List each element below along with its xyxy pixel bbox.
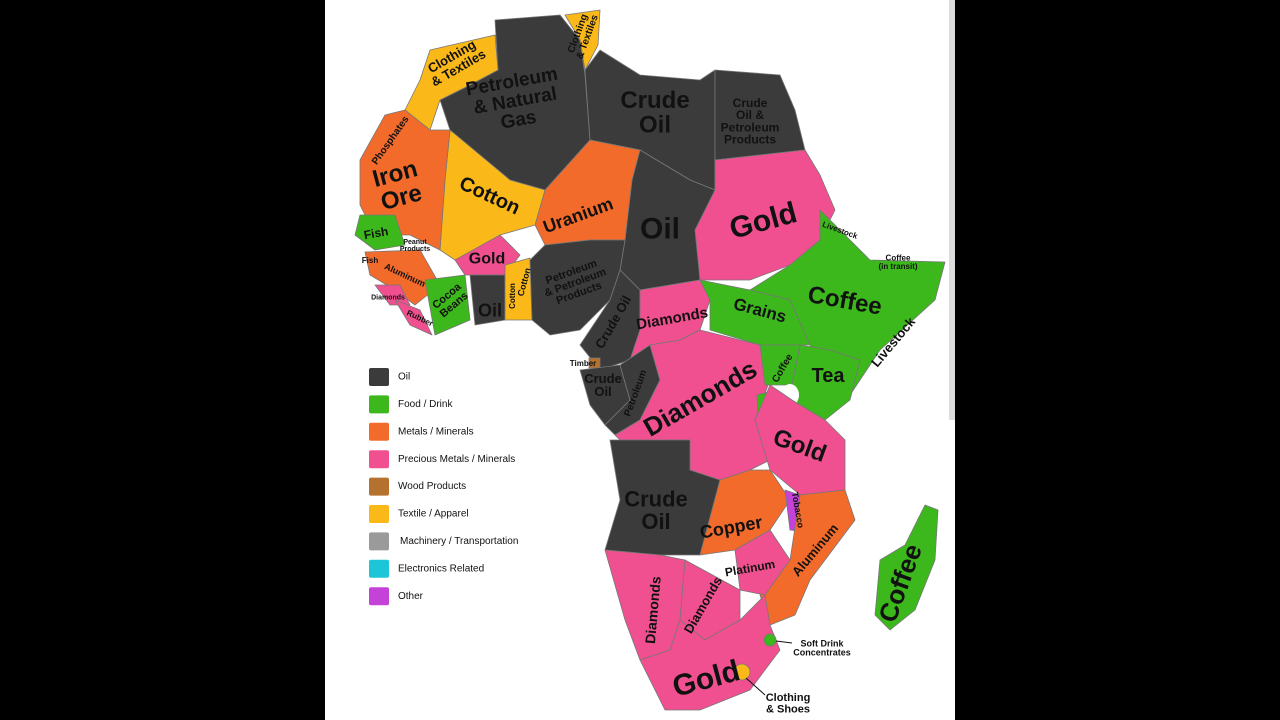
region-angola bbox=[604, 439, 721, 556]
label-line: Oil bbox=[641, 509, 670, 534]
legend-label: Other bbox=[398, 591, 424, 602]
region-label: Fish bbox=[362, 256, 379, 265]
legend-label: Precious Metals / Minerals bbox=[398, 454, 515, 465]
label-line: Oil bbox=[640, 213, 680, 246]
region-label: Clothing & Shoes bbox=[766, 692, 811, 715]
region-label: Diamonds bbox=[371, 294, 405, 301]
region-senegal bbox=[354, 214, 406, 251]
region-label: Oil bbox=[478, 300, 502, 320]
label-line: (in transit) bbox=[878, 262, 917, 271]
label-line: Soft Drink bbox=[800, 639, 844, 649]
label-line: Products bbox=[724, 133, 776, 147]
label-line: Oil bbox=[639, 112, 671, 139]
label-line: Petroleum bbox=[721, 120, 780, 134]
region-label: Crude Oil bbox=[620, 87, 689, 138]
label-line: Cotton bbox=[508, 283, 517, 309]
label-line: Oil & bbox=[736, 108, 764, 122]
label-line: Crude bbox=[733, 96, 768, 110]
legend: Oil Food / Drink Metals / Minerals Precious… bbox=[369, 368, 518, 606]
region-guinea bbox=[364, 249, 441, 306]
legend-label: Food / Drink bbox=[398, 399, 453, 410]
legend-swatch bbox=[369, 368, 389, 386]
legend-label: Textile / Apparel bbox=[398, 509, 469, 520]
region-label: Coffee (in transit) bbox=[878, 254, 917, 271]
region-label: Diamonds bbox=[642, 575, 664, 644]
region-ivory-coast bbox=[424, 274, 471, 336]
legend-label: Metals / Minerals bbox=[398, 426, 474, 437]
region-south-africa bbox=[639, 594, 781, 711]
region-label: Tea bbox=[812, 365, 846, 387]
label-line: Coffee bbox=[886, 254, 911, 263]
label-line: Peanut bbox=[403, 239, 427, 246]
region-lesotho bbox=[733, 663, 751, 681]
label-line: Crude bbox=[584, 371, 622, 386]
region-label: Cotton bbox=[508, 283, 517, 309]
region-swaziland bbox=[763, 633, 777, 647]
legend-swatch bbox=[369, 395, 389, 414]
legend-label: Oil bbox=[398, 372, 410, 383]
legend-swatch bbox=[369, 505, 389, 523]
label-line: Timber bbox=[570, 359, 597, 368]
legend-label: Machinery / Transportation bbox=[400, 536, 518, 547]
legend-label: Electronics Related bbox=[398, 563, 484, 574]
label-line: Tea bbox=[812, 365, 846, 387]
region-label: Soft Drink Concentrates bbox=[793, 639, 851, 658]
legend-swatch bbox=[369, 477, 389, 496]
label-line: Oil bbox=[594, 384, 611, 399]
region-liberia bbox=[394, 299, 433, 336]
region-morocco bbox=[404, 34, 499, 131]
leader-line bbox=[775, 640, 793, 644]
label-line: Clothing bbox=[766, 692, 811, 704]
legend-swatch bbox=[369, 587, 389, 606]
legend-swatch bbox=[369, 532, 389, 551]
region-label: Fish bbox=[363, 224, 390, 242]
region-label: Peanut Products bbox=[400, 239, 430, 253]
regions bbox=[354, 9, 946, 711]
label-line: Crude bbox=[624, 487, 688, 512]
region-label: Timber bbox=[570, 359, 597, 368]
region-zambia bbox=[699, 469, 791, 556]
leader-line bbox=[745, 677, 766, 696]
legend-swatch bbox=[369, 450, 389, 469]
label-line: Fish bbox=[363, 224, 390, 242]
region-label: Oil bbox=[640, 213, 680, 246]
label-line: & Shoes bbox=[766, 704, 810, 716]
region-label: Crude Oil bbox=[584, 371, 622, 399]
scrollbar bbox=[949, 0, 955, 420]
legend-swatch bbox=[369, 559, 389, 578]
region-label: Crude Oil & Petroleum Products bbox=[721, 96, 780, 147]
label-line: Crude bbox=[620, 87, 689, 114]
region-egypt bbox=[714, 69, 806, 161]
region-zimbabwe bbox=[734, 529, 791, 596]
region-sierra-leone bbox=[374, 284, 411, 306]
label-line: Fish bbox=[362, 256, 379, 265]
label-line: Products bbox=[400, 246, 430, 253]
label-line: Diamonds bbox=[371, 294, 405, 301]
region-label: Crude Oil bbox=[624, 487, 688, 534]
label-line: Oil bbox=[478, 300, 502, 320]
region-label: Gold bbox=[469, 251, 505, 268]
label-line: Concentrates bbox=[793, 648, 851, 658]
legend-label: Wood Products bbox=[398, 481, 466, 492]
region-tunisia bbox=[564, 9, 601, 71]
label-line: Gold bbox=[469, 251, 505, 268]
label-line: Diamonds bbox=[642, 575, 664, 644]
region-madagascar bbox=[874, 504, 939, 631]
legend-swatch bbox=[369, 422, 389, 441]
